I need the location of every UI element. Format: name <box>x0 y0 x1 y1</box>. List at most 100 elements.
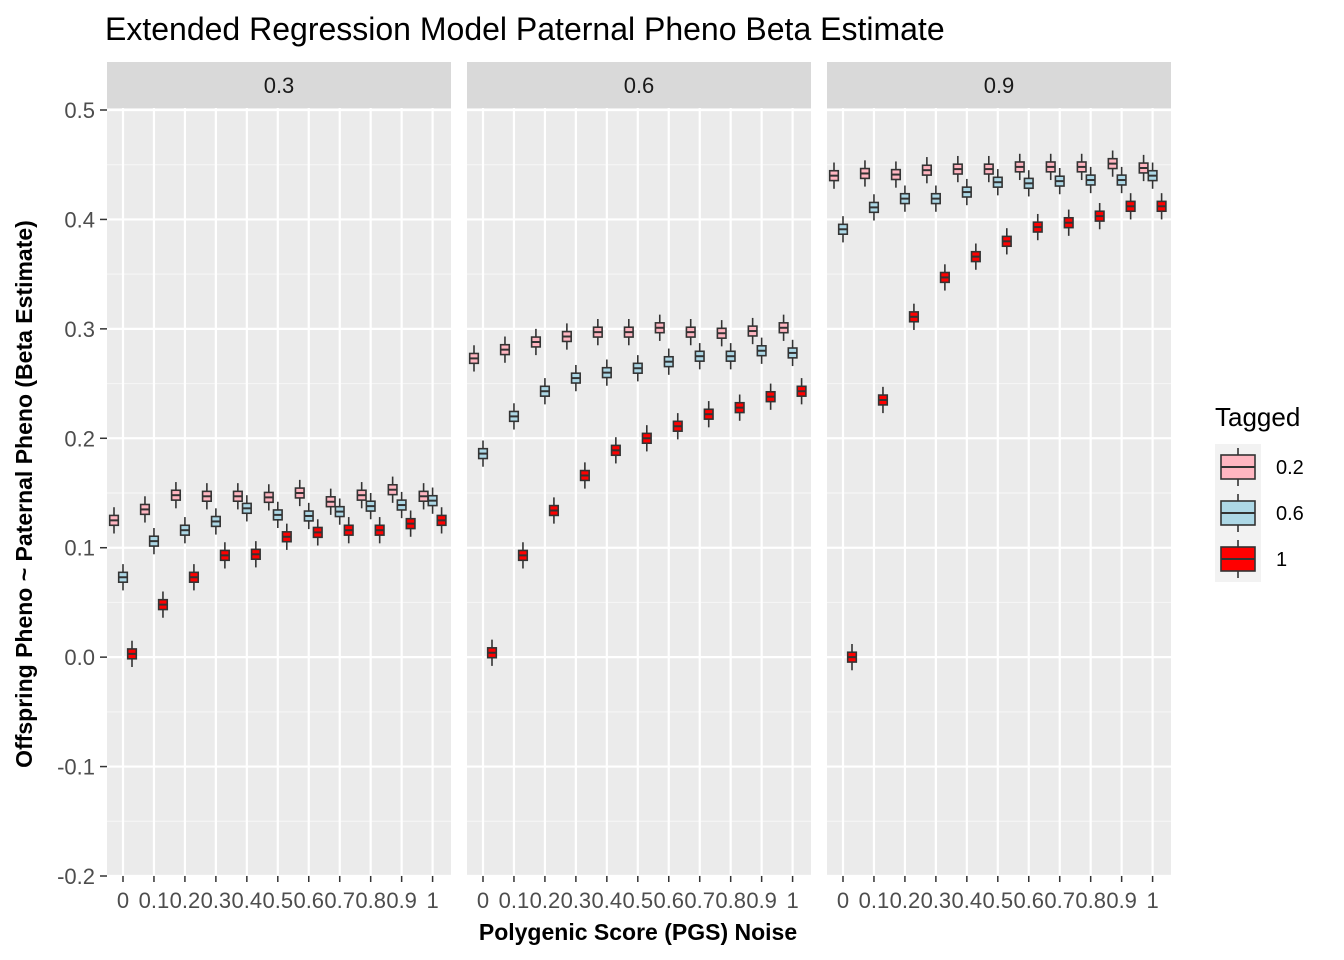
box <box>1063 209 1074 236</box>
x-tick-label: 0.8 <box>715 888 746 913</box>
box <box>868 194 880 221</box>
x-tick-label: 0.1 <box>499 888 530 913</box>
chart-title: Extended Regression Model Paternal Pheno… <box>105 11 945 47</box>
box <box>970 243 981 270</box>
legend-item: 0.2 <box>1215 444 1304 490</box>
legend-label: 1 <box>1276 549 1287 571</box>
box <box>263 484 274 511</box>
box <box>241 495 252 522</box>
box <box>592 319 603 346</box>
box <box>272 501 283 529</box>
y-tick-label: 0.3 <box>64 317 95 342</box>
box <box>734 394 745 421</box>
x-tick-label: 0.2 <box>890 888 921 913</box>
box <box>846 644 858 671</box>
x-tick-label: 0.5 <box>983 888 1014 913</box>
x-tick-label: 0.1 <box>139 888 170 913</box>
box <box>756 337 767 364</box>
box <box>170 482 182 509</box>
box <box>303 502 314 530</box>
box <box>468 345 480 372</box>
box <box>1116 166 1127 194</box>
box <box>921 157 932 184</box>
facet-strip <box>107 62 451 108</box>
box <box>343 517 354 544</box>
box <box>1023 170 1034 197</box>
x-tick-label: 1 <box>426 888 438 913</box>
legend-label: 0.2 <box>1276 457 1304 479</box>
box <box>210 508 221 535</box>
box <box>716 320 727 347</box>
x-tick-label: 0.7 <box>684 888 715 913</box>
box <box>1156 193 1167 220</box>
facet-strip <box>827 62 1171 108</box>
box <box>663 348 674 375</box>
box <box>1138 154 1149 182</box>
box <box>325 488 336 515</box>
box <box>778 314 789 341</box>
box <box>654 314 665 341</box>
y-tick-label: 0.4 <box>64 207 95 232</box>
box <box>601 359 612 386</box>
box <box>108 507 120 534</box>
box <box>281 523 292 550</box>
y-tick-label: 0.5 <box>64 98 95 123</box>
box <box>1014 153 1025 181</box>
box <box>530 328 542 356</box>
x-tick-label: 0.6 <box>293 888 324 913</box>
box <box>405 510 416 537</box>
facet-label: 0.9 <box>984 73 1015 98</box>
panel-background <box>467 108 811 876</box>
box <box>499 336 511 363</box>
legend-item: 1 <box>1215 536 1287 582</box>
box <box>312 519 323 546</box>
box <box>1147 162 1158 189</box>
box <box>219 542 230 569</box>
box <box>747 317 758 345</box>
box <box>179 517 191 544</box>
box <box>890 161 902 188</box>
box <box>828 162 840 189</box>
box <box>517 542 529 569</box>
box <box>201 483 212 510</box>
box <box>694 343 705 370</box>
facet-strip <box>467 62 811 108</box>
panel-background <box>107 108 451 876</box>
legend-keys: 0.2 0.6 1 <box>1215 444 1304 582</box>
facet-label: 0.3 <box>264 73 295 98</box>
x-tick-label: 0.8 <box>1075 888 1106 913</box>
box <box>992 169 1003 196</box>
x-tick-label: 0 <box>477 888 489 913</box>
box <box>539 378 551 405</box>
y-axis-title: Offspring Pheno ~ Paternal Pheno (Beta E… <box>11 220 37 768</box>
box <box>1045 153 1056 181</box>
box <box>610 437 621 464</box>
box <box>561 323 572 350</box>
facet-panels: 0.30 0.1 0.2 0.3 0.4 0.5 0.6 0.7 0.8 0.9 10.60 0.1 0… <box>107 62 1171 913</box>
box <box>1054 167 1065 195</box>
box <box>796 378 807 405</box>
x-tick-label: 0.2 <box>530 888 561 913</box>
box <box>294 479 305 507</box>
box <box>641 425 652 452</box>
y-tick-label: -0.1 <box>57 755 95 780</box>
box <box>1001 228 1012 255</box>
x-tick-label: 0 <box>117 888 129 913</box>
box <box>570 364 581 392</box>
box <box>148 528 160 555</box>
y-axis: -0.2 -0.1 0.0 0.1 0.2 0.3 0.4 0.5 <box>57 98 107 889</box>
x-tick-label: 0.7 <box>324 888 355 913</box>
facet-panel: 0.60 0.1 0.2 0.3 0.4 0.5 0.6 0.7 0.8 0.9 1 <box>467 62 811 913</box>
box <box>1085 166 1096 194</box>
box <box>908 303 920 330</box>
box <box>477 440 489 467</box>
box <box>374 517 385 544</box>
box <box>157 591 169 618</box>
box <box>1032 213 1043 241</box>
x-tick-label: 0.6 <box>653 888 684 913</box>
box <box>117 564 129 591</box>
facet-label: 0.6 <box>624 73 655 98</box>
box <box>232 483 243 510</box>
facet-panel: 0.90 0.1 0.2 0.3 0.4 0.5 0.6 0.7 0.8 0.9 1 <box>827 62 1171 913</box>
